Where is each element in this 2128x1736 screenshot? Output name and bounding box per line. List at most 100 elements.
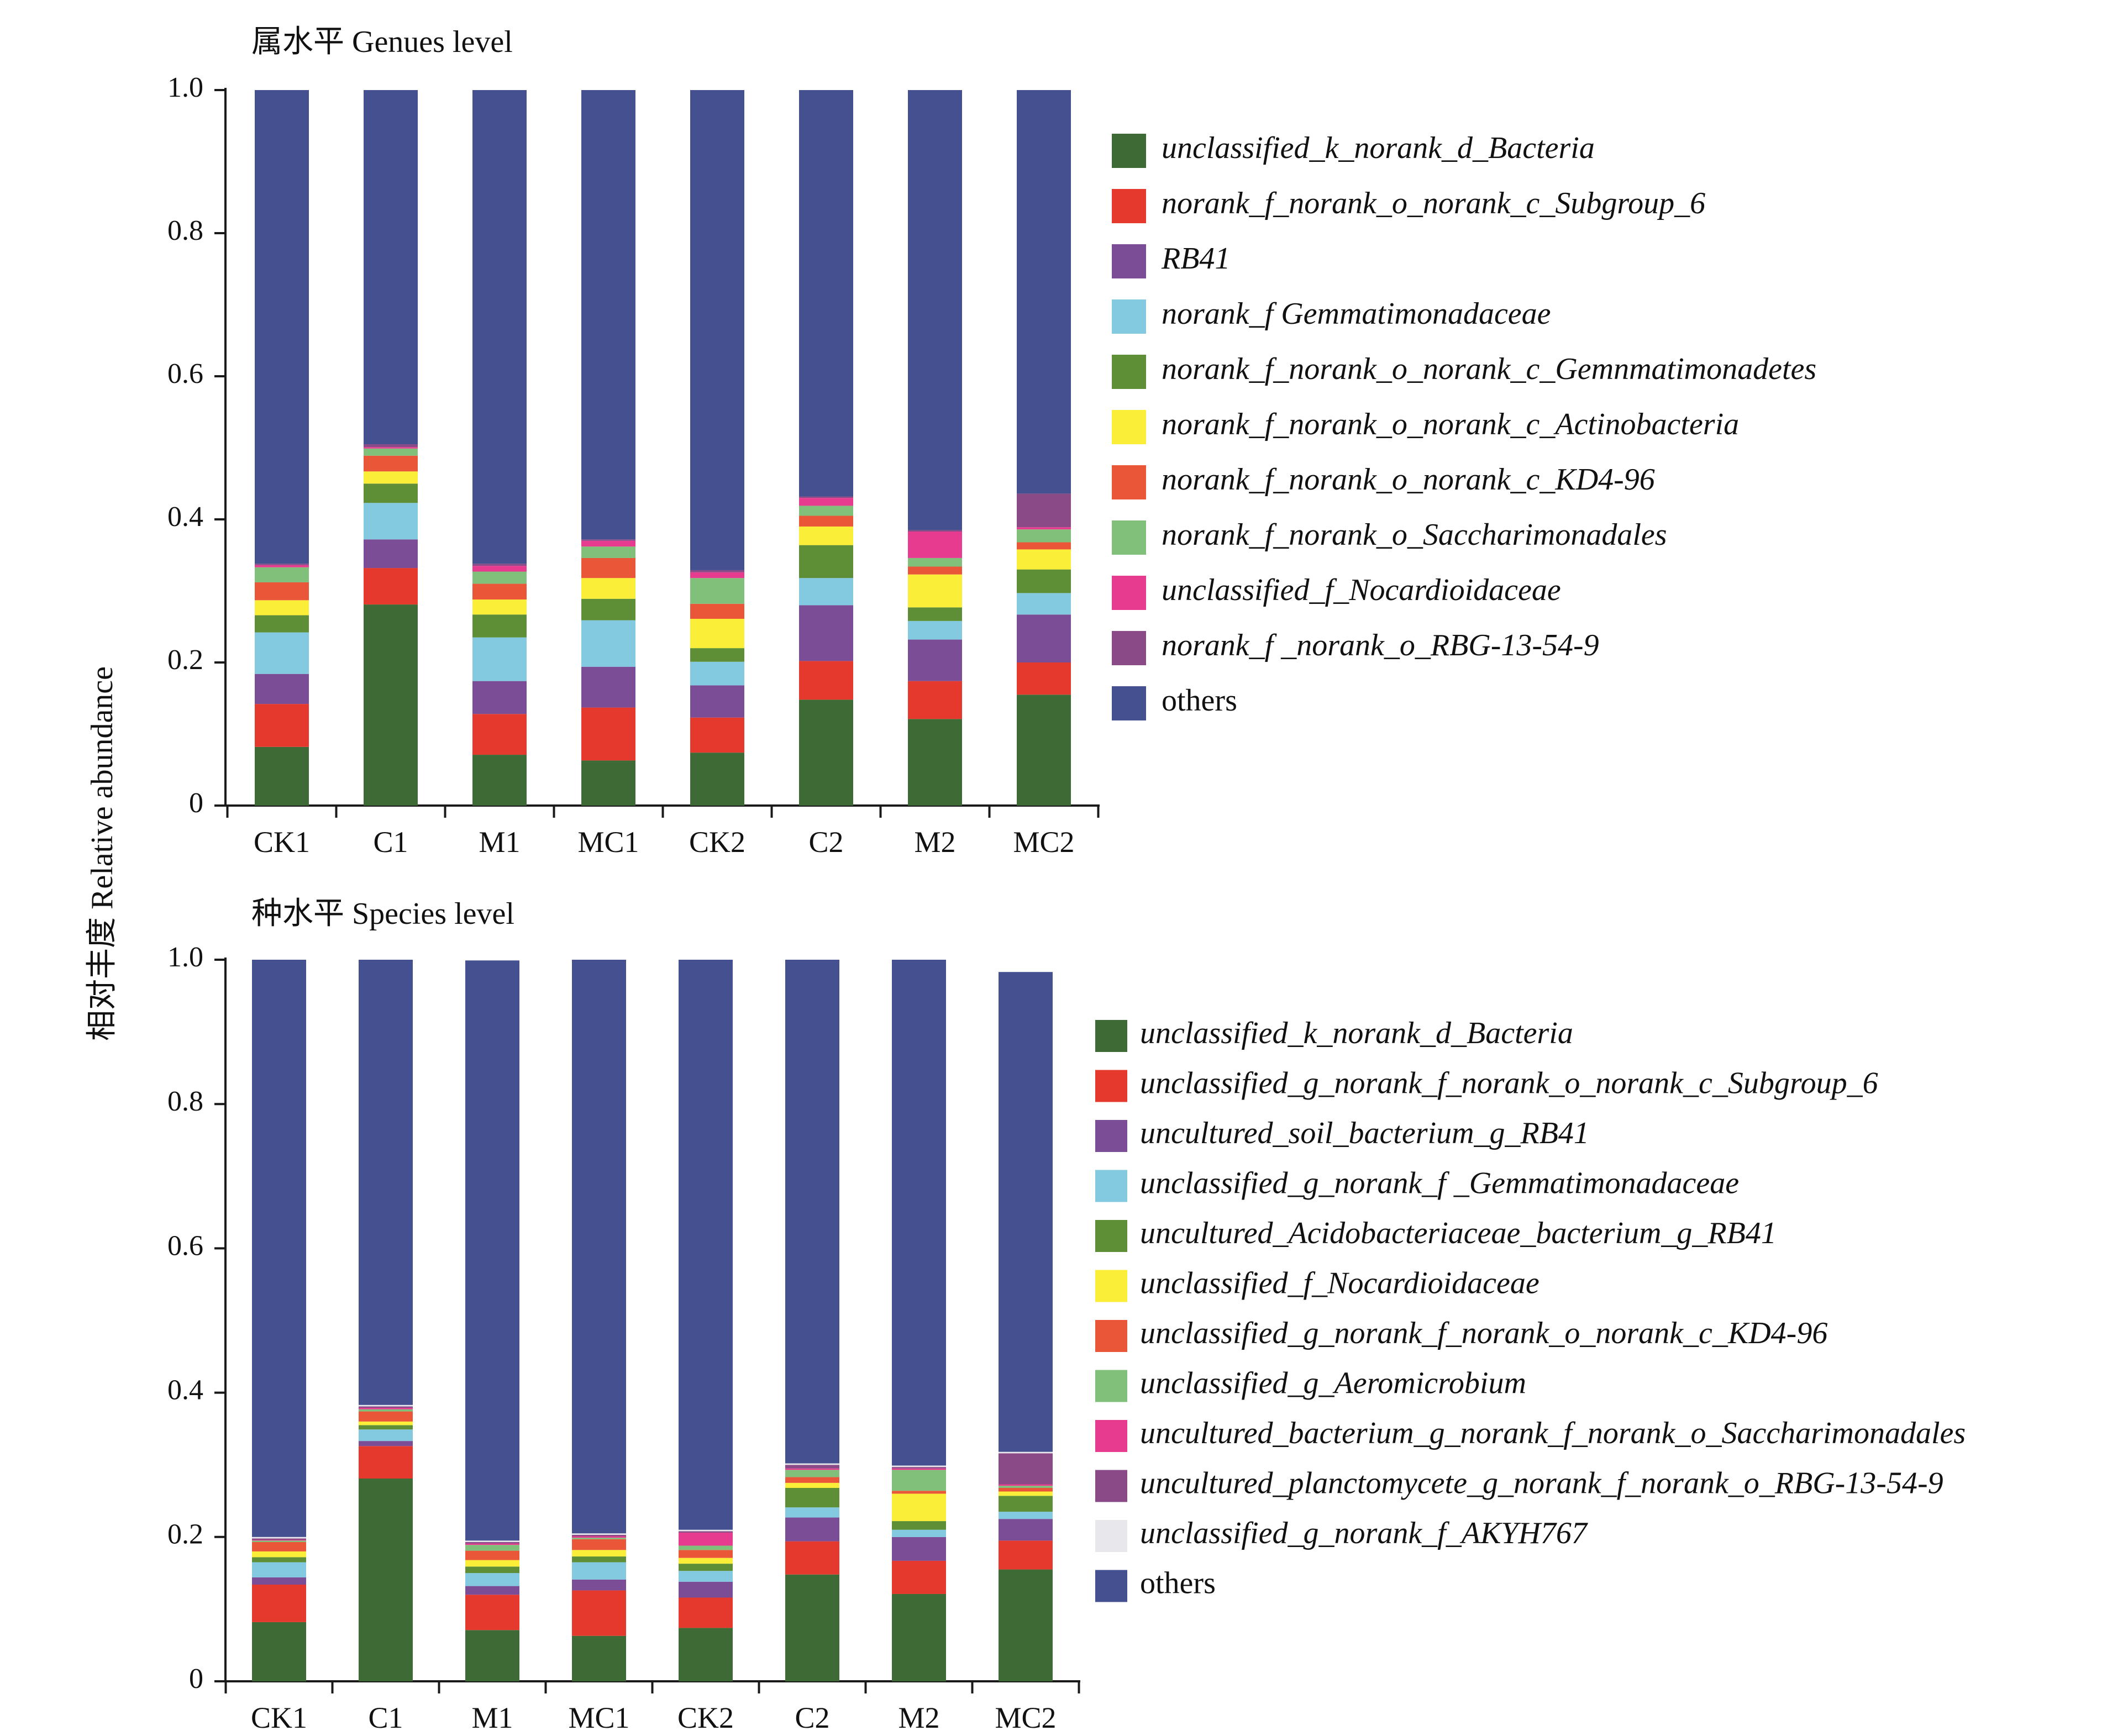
species-bar-segment-M2-10 xyxy=(892,1465,946,1467)
genus-bar-segment-CK2-7 xyxy=(690,578,744,604)
species-legend-swatch xyxy=(1095,1520,1127,1552)
genus-legend-label: norank_f Gemmatimonadaceae xyxy=(1162,297,1551,331)
species-bar-segment-M1-3 xyxy=(465,1573,519,1586)
genus-legend-label: norank_f_norank_o_norank_c_Subgroup_6 xyxy=(1162,186,1705,220)
species-legend-label: unclassified_k_norank_d_Bacteria xyxy=(1140,1016,1573,1050)
genus-bar-segment-C1-0 xyxy=(364,604,418,806)
species-x-tick-labels: CK1 C1 M1 MC1 CK2 C2 M2 MC2 xyxy=(251,1701,1057,1734)
genus-bar-segment-C2-2 xyxy=(799,605,853,661)
genus-y-tick-label: 0.4 xyxy=(167,501,203,533)
genus-bar-segment-C2-7 xyxy=(799,506,853,516)
genus-bar-segment-CK1-5 xyxy=(255,600,309,616)
genus-bars xyxy=(255,90,1071,806)
species-y-tick-label: 0.8 xyxy=(167,1086,203,1117)
genus-bar-segment-M1-2 xyxy=(472,681,527,714)
genus-legend-label: norank_f_norank_o_Saccharimonadales xyxy=(1162,518,1667,552)
genus-bar-segment-C2-9 xyxy=(799,496,853,498)
species-bar-segment-MC2-0 xyxy=(999,1569,1053,1681)
genus-bar-segment-CK1-4 xyxy=(255,615,309,633)
species-bar-segment-C2-5 xyxy=(785,1482,839,1488)
genus-bar-segment-C2-10 xyxy=(799,90,853,497)
genus-bar-segment-MC2-3 xyxy=(1017,593,1071,615)
genus-bar-segment-M1-8 xyxy=(472,566,527,572)
species-bar-segment-M1-4 xyxy=(465,1566,519,1574)
species-legend-swatch xyxy=(1095,1170,1127,1202)
species-legend-label: unclassified_g_norank_f_norank_o_norank_… xyxy=(1140,1316,1827,1350)
genus-bar-segment-MC2-6 xyxy=(1017,542,1071,550)
genus-bar-segment-MC1-3 xyxy=(581,620,635,667)
genus-legend-swatch xyxy=(1112,576,1146,610)
genus-legend-label: norank_f_norank_o_norank_c_Gemnmatimonad… xyxy=(1162,352,1816,386)
species-bar-segment-MC1-0 xyxy=(572,1635,626,1681)
species-bar-segment-CK2-9 xyxy=(679,1531,733,1533)
genus-bar-segment-CK1-8 xyxy=(255,565,309,567)
species-bar-segment-C1-3 xyxy=(359,1429,413,1442)
species-legend-swatch xyxy=(1095,1320,1127,1352)
genus-chart-title: 属水平 Genues level xyxy=(251,25,513,59)
genus-bar-segment-CK1-10 xyxy=(255,90,309,564)
species-bars xyxy=(252,960,1053,1681)
species-bar-segment-M1-5 xyxy=(465,1560,519,1567)
species-bar-segment-M1-8 xyxy=(465,1543,519,1545)
species-bar-segment-CK1-4 xyxy=(252,1557,306,1563)
species-bar-segment-C2-10 xyxy=(785,1463,839,1465)
genus-bar-segment-CK1-3 xyxy=(255,632,309,674)
genus-bar-segment-M2-4 xyxy=(908,607,962,621)
genus-x-label-C2: C2 xyxy=(808,825,843,859)
species-legend-swatch xyxy=(1095,1420,1127,1452)
genus-bar-segment-M1-9 xyxy=(472,564,527,566)
species-bar-segment-C1-2 xyxy=(359,1441,413,1446)
species-bar-segment-C2-2 xyxy=(785,1517,839,1542)
species-bar-segment-C1-8 xyxy=(359,1408,413,1409)
species-legend-label: others xyxy=(1140,1566,1216,1600)
species-x-label-C1: C1 xyxy=(368,1701,403,1734)
genus-bar-segment-M2-0 xyxy=(908,719,962,806)
species-bar-segment-MC1-10 xyxy=(572,1533,626,1535)
species-x-label-CK2: CK2 xyxy=(677,1701,734,1734)
genus-bar-segment-M2-2 xyxy=(908,639,962,681)
genus-legend-label: norank_f_norank_o_norank_c_KD4-96 xyxy=(1162,462,1655,497)
genus-bar-segment-M1-3 xyxy=(472,637,527,681)
genus-legend-label: norank_f_norank_o_norank_c_Actinobacteri… xyxy=(1162,407,1739,441)
genus-legend-swatch xyxy=(1112,355,1146,389)
genus-legend: unclassified_k_norank_d_Bacteria norank_f… xyxy=(1112,131,1816,720)
species-bar-segment-MC1-11 xyxy=(572,960,626,1534)
species-bar-segment-MC2-6 xyxy=(999,1487,1053,1492)
genus-bar-segment-MC1-10 xyxy=(581,90,635,540)
species-bar-segment-C2-9 xyxy=(785,1465,839,1469)
genus-x-label-MC2: MC2 xyxy=(1013,825,1074,859)
genus-bar-segment-MC2-9 xyxy=(1017,493,1071,528)
species-bar-segment-C1-0 xyxy=(359,1479,413,1681)
genus-y-tick-label: 1.0 xyxy=(167,72,203,103)
genus-bar-segment-MC1-2 xyxy=(581,666,635,708)
genus-bar-segment-C1-1 xyxy=(364,568,418,605)
species-bar-segment-CK1-0 xyxy=(252,1622,306,1681)
genus-bar-segment-CK1-7 xyxy=(255,567,309,582)
species-legend-swatch xyxy=(1095,1070,1127,1102)
species-bar-segment-M1-9 xyxy=(465,1542,519,1544)
genus-bar-segment-M2-5 xyxy=(908,574,962,608)
species-bar-segment-MC1-2 xyxy=(572,1579,626,1591)
species-legend-label: uncultured_Acidobacteriaceae_bacterium_g… xyxy=(1140,1216,1777,1250)
species-bar-segment-C2-6 xyxy=(785,1477,839,1483)
species-bar-segment-CK2-4 xyxy=(679,1564,733,1571)
species-bar-segment-MC1-4 xyxy=(572,1556,626,1563)
genus-bar-segment-C1-3 xyxy=(364,503,418,540)
genus-bar-segment-M2-6 xyxy=(908,566,962,575)
genus-legend-label: norank_f _norank_o_RBG-13-54-9 xyxy=(1162,628,1599,662)
species-legend-label: unclassified_g_norank_f _Gemmatimonadace… xyxy=(1140,1166,1739,1200)
species-bar-segment-M1-0 xyxy=(465,1630,519,1681)
genus-legend-swatch xyxy=(1112,686,1146,720)
genus-bar-segment-M1-5 xyxy=(472,599,527,615)
species-bar-segment-MC2-8 xyxy=(999,1484,1053,1486)
species-bar-segment-CK2-7 xyxy=(679,1545,733,1550)
genus-legend-swatch xyxy=(1112,520,1146,555)
species-bar-segment-CK2-6 xyxy=(679,1550,733,1558)
species-x-label-M2: M2 xyxy=(898,1701,939,1734)
genus-bar-segment-C1-4 xyxy=(364,483,418,503)
genus-bar-segment-C1-7 xyxy=(364,448,418,456)
genus-bar-segment-MC2-1 xyxy=(1017,662,1071,695)
genus-bar-segment-M2-3 xyxy=(908,620,962,640)
genus-bar-segment-MC2-5 xyxy=(1017,549,1071,570)
genus-bar-segment-MC2-0 xyxy=(1017,695,1071,806)
